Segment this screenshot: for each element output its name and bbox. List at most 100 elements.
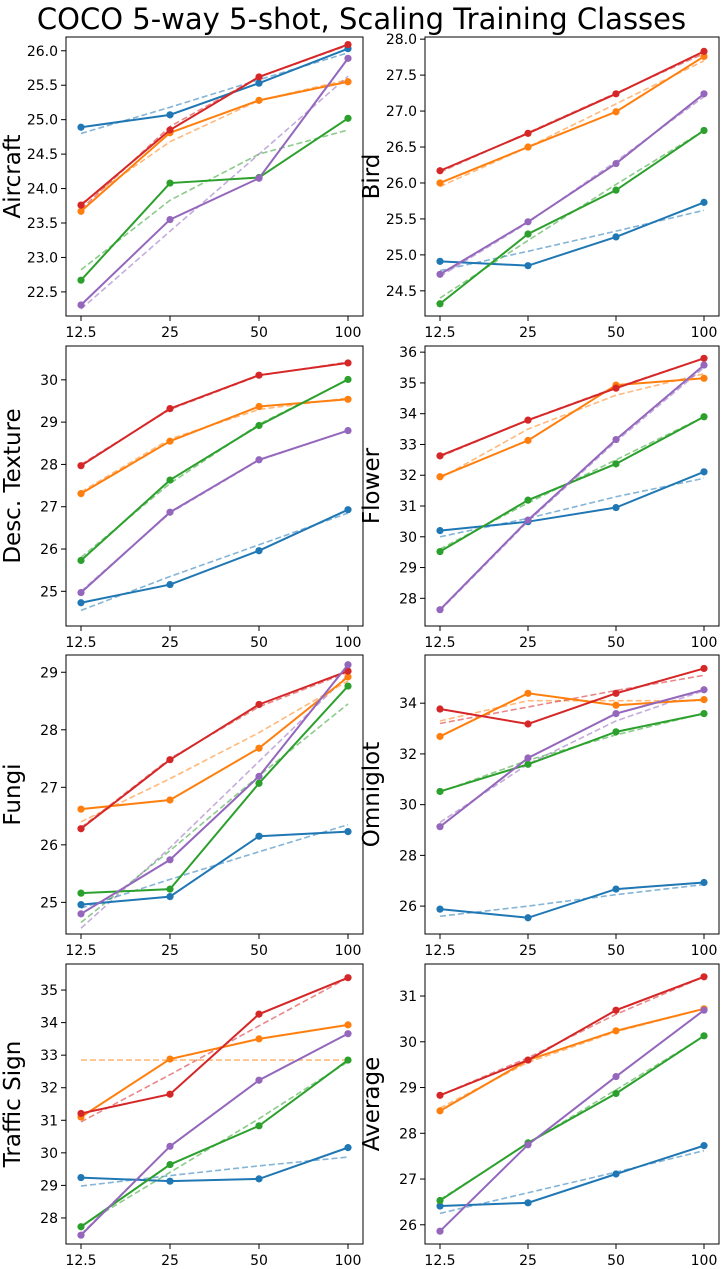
data-point-green: [612, 186, 620, 194]
data-point-green: [344, 114, 352, 122]
data-point-purple: [612, 709, 620, 718]
y-tick-label: 30: [40, 1146, 58, 1162]
series-line-blue: [439, 881, 705, 919]
data-point-green: [436, 1196, 444, 1205]
chart-panel-3: 25 26 27 28 29 30 12.5 25 50 100 Desc. Texture: [0, 345, 364, 651]
data-point-blue: [612, 885, 620, 893]
series-line-orange: [439, 1007, 705, 1112]
data-point-green: [255, 779, 263, 787]
data-point-blue: [255, 547, 263, 555]
data-point-green: [166, 179, 174, 187]
series-line-blue: [80, 47, 349, 129]
data-point-orange: [700, 374, 708, 382]
data-point-orange: [344, 673, 352, 681]
data-point-blue: [255, 79, 263, 87]
data-point-red: [77, 201, 85, 209]
plot-frame: [65, 36, 364, 317]
data-point-purple: [436, 823, 444, 831]
data-point-green: [77, 889, 85, 897]
series-line-green: [439, 712, 705, 793]
data-point-red: [166, 756, 174, 764]
y-tick-label: 26: [399, 899, 417, 915]
y-tick-label: 30: [399, 1035, 417, 1051]
series-line-purple: [80, 664, 349, 915]
y-tick-label: 35: [40, 983, 58, 999]
fit-line-red: [80, 44, 349, 210]
data-point-purple: [524, 754, 532, 762]
x-tick-label: 50: [607, 325, 625, 341]
series-line-red: [80, 976, 349, 1115]
y-tick-label: 23.0: [27, 250, 58, 266]
x-tick-label: 100: [335, 1253, 362, 1269]
x-tick-label: 50: [607, 635, 625, 651]
y-tick-label: 33: [399, 437, 417, 453]
data-point-orange: [612, 701, 620, 709]
data-point-blue: [700, 468, 708, 476]
fit-line-orange: [80, 397, 349, 493]
data-point-blue: [524, 262, 532, 270]
data-point-purple: [700, 90, 708, 98]
y-tick-label: 33: [40, 1048, 58, 1064]
data-point-green: [700, 709, 708, 718]
y-tick-label: 24.5: [27, 147, 58, 163]
data-point-purple: [612, 1072, 620, 1081]
x-tick-label: 50: [607, 943, 625, 959]
y-axis-label: Flower: [359, 447, 385, 524]
plot-frame: [424, 963, 720, 1245]
data-point-purple: [166, 1142, 174, 1150]
x-tick-label: 50: [250, 943, 268, 959]
y-tick-label: 32: [40, 1081, 58, 1097]
x-tick-label: 12.5: [65, 943, 96, 959]
data-point-red: [344, 40, 352, 49]
y-tick-label: 35: [399, 376, 417, 392]
fit-line-orange: [439, 60, 705, 188]
data-point-green: [436, 547, 444, 556]
series-line-green: [80, 685, 349, 895]
y-tick-label: 34: [399, 407, 417, 423]
data-point-green: [344, 1056, 352, 1064]
data-point-orange: [436, 179, 444, 187]
data-point-blue: [700, 878, 708, 887]
y-tick-label: 32: [399, 468, 417, 484]
data-point-red: [700, 47, 708, 55]
series-line-blue: [439, 1144, 705, 1208]
x-tick-label: 12.5: [424, 943, 455, 959]
data-point-blue: [166, 111, 174, 119]
data-point-green: [77, 556, 85, 565]
fit-line-red: [80, 361, 349, 466]
data-point-orange: [77, 490, 85, 498]
data-point-blue: [166, 1177, 174, 1185]
y-tick-label: 34: [399, 696, 417, 712]
fit-line-orange: [439, 699, 704, 722]
series-line-orange: [439, 55, 705, 184]
x-tick-label: 50: [250, 635, 268, 651]
x-tick-label: 25: [519, 325, 537, 341]
data-point-blue: [436, 1202, 444, 1210]
x-tick-label: 50: [250, 325, 268, 341]
data-point-red: [612, 384, 620, 392]
data-point-blue: [255, 832, 263, 840]
data-point-red: [166, 1090, 174, 1098]
y-axis-label: Traffic Sign: [0, 1041, 26, 1169]
data-point-green: [166, 476, 174, 484]
data-point-blue: [612, 1170, 620, 1178]
y-tick-label: 30: [40, 373, 58, 389]
data-point-orange: [524, 436, 532, 445]
data-point-purple: [436, 1227, 444, 1235]
data-point-purple: [77, 588, 85, 597]
y-tick-label: 28: [399, 591, 417, 607]
x-tick-label: 50: [250, 1253, 268, 1269]
y-axis-label: Fungi: [0, 763, 26, 825]
fit-line-blue: [439, 883, 705, 918]
data-point-blue: [77, 599, 85, 607]
data-point-purple: [77, 1231, 85, 1239]
plot-frame: [424, 345, 720, 627]
y-tick-label: 29: [40, 665, 58, 681]
chart-panel-2: 24.5 25.0 25.5 26.0 26.5 27.0 27.5 28.0 12.5 25 50…: [359, 32, 720, 341]
data-point-blue: [344, 828, 352, 836]
data-point-purple: [700, 361, 708, 369]
data-point-red: [524, 416, 532, 424]
series-line-orange: [80, 1023, 349, 1118]
data-point-red: [436, 167, 444, 175]
